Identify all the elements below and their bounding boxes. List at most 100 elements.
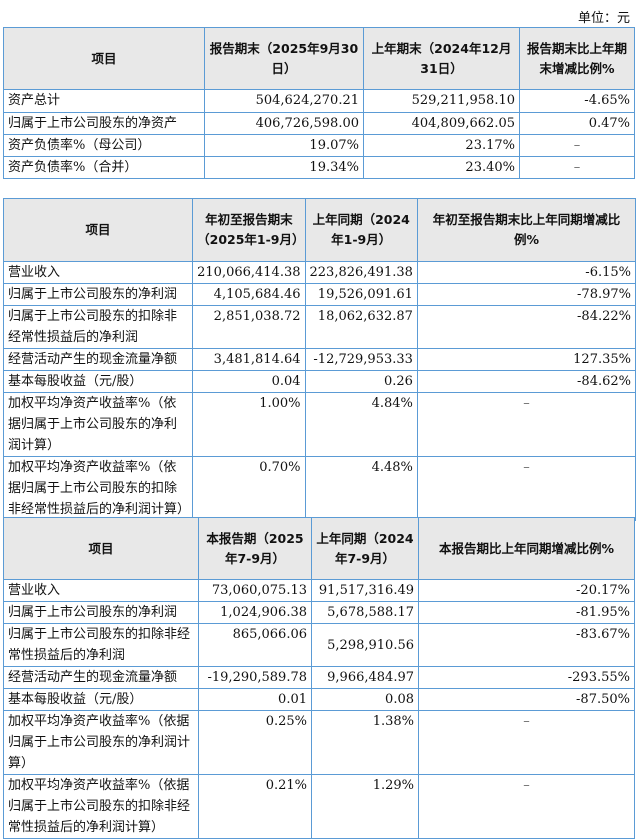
cell-value: -20.17% (418, 579, 635, 602)
cell-value: -19,290,589.78 (198, 666, 312, 689)
cell-value: 1,024,906.38 (198, 601, 312, 624)
table-row: 营业收入 73,060,075.13 91,517,316.49 -20.17% (3, 579, 635, 602)
row-label: 基本每股收益（元/股） (2, 370, 194, 393)
column-header: 上年同期（2024年7-9月） (311, 517, 419, 580)
cell-value: – (418, 774, 635, 839)
financial-table-2: 项目 年初至报告期末（2025年1-9月） 上年同期（2024年1-9月） 年初至报告… (2, 198, 636, 521)
column-header: 项目 (2, 198, 194, 262)
cell-value: 0.08 (311, 688, 419, 711)
cell-value: 504,624,270.21 (204, 89, 364, 113)
cell-value: 406,726,598.00 (204, 112, 364, 135)
cell-value: 223,826,491.38 (304, 261, 418, 284)
row-label: 经营活动产生的现金流量净额 (2, 348, 194, 371)
unit-label: 单位：元 (577, 11, 630, 26)
cell-value: 23.17% (363, 134, 520, 157)
cell-value: 0.26 (304, 370, 418, 393)
row-label: 归属于上市公司股东的净利润 (2, 283, 194, 306)
cell-value: 0.70% (192, 456, 306, 521)
cell-value: 2,851,038.72 (192, 305, 306, 349)
table-row: 归属于上市公司股东的净利润 4,105,684.46 19,526,091.61 -7… (2, 283, 636, 306)
row-label: 归属于上市公司股东的净利润 (3, 601, 199, 624)
cell-value: – (519, 134, 635, 157)
column-header: 本报告期（2025年7-9月） (198, 517, 312, 580)
cell-value: -84.22% (416, 305, 636, 349)
cell-value: -12,729,953.33 (304, 348, 418, 371)
cell-value: 91,517,316.49 (311, 579, 419, 602)
cell-value: 865,066.06 (198, 623, 312, 667)
table-row: 加权平均净资产收益率%（依据归属于上市公司股东的净利润计算） 0.25% 1.38%… (3, 710, 635, 775)
row-label: 营业收入 (2, 261, 194, 284)
column-header: 本报告期比上年同期增减比例% (418, 517, 635, 580)
cell-value: -81.95% (418, 601, 635, 624)
cell-value: 23.40% (363, 156, 520, 179)
cell-value: 18,062,632.87 (304, 305, 418, 349)
cell-value: 0.04 (192, 370, 306, 393)
cell-value: 404,809,662.05 (363, 112, 520, 135)
row-label: 基本每股收益（元/股） (3, 688, 199, 711)
column-header: 项目 (3, 517, 199, 580)
table-row: 归属于上市公司股东的扣除非经常性损益后的净利润 2,851,038.72 18,06… (2, 305, 636, 349)
table-header-row: 项目 本报告期（2025年7-9月） 上年同期（2024年7-9月） 本报告期比上年同… (3, 517, 635, 580)
cell-value: 4.48% (304, 456, 418, 521)
cell-value: 5,678,588.17 (311, 601, 419, 624)
cell-value: 19.07% (204, 134, 364, 157)
cell-value: – (416, 392, 636, 457)
row-label: 资产总计 (3, 89, 205, 113)
cell-value: 1.29% (311, 774, 419, 839)
table-row: 加权平均净资产收益率%（依据归属于上市公司股东的扣除非经常性损益后的净利润计算）… (2, 456, 636, 521)
cell-value: 1.38% (311, 710, 419, 775)
cell-value: 0.25% (198, 710, 312, 775)
financial-table-3: 项目 本报告期（2025年7-9月） 上年同期（2024年7-9月） 本报告期比上年同… (3, 517, 635, 839)
cell-value: 3,481,814.64 (192, 348, 306, 371)
table-header-row: 项目 年初至报告期末（2025年1-9月） 上年同期（2024年1-9月） 年初至报告… (2, 198, 636, 262)
table-row: 归属于上市公司股东的扣除非经常性损益后的净利润 865,066.06 5,298,9… (3, 623, 635, 667)
column-header: 报告期末比上年期末增减比例% (519, 27, 635, 90)
table-row: 资产总计 504,624,270.21 529,211,958.10 -4.65% (3, 89, 635, 113)
row-label: 加权平均净资产收益率%（依据归属于上市公司股东的扣除非经常性损益后的净利润计算） (3, 774, 199, 839)
cell-value: -6.15% (416, 261, 636, 284)
column-header: 报告期末（2025年9月30日） (204, 27, 364, 90)
cell-value: -4.65% (519, 89, 635, 113)
table-row: 资产负债率%（母公司） 19.07% 23.17% – (3, 134, 635, 157)
table-row: 基本每股收益（元/股） 0.04 0.26 -84.62% (2, 370, 636, 393)
cell-value: 529,211,958.10 (363, 89, 520, 113)
table-row: 归属于上市公司股东的净利润 1,024,906.38 5,678,588.17 -81… (3, 601, 635, 624)
table-row: 营业收入 210,066,414.38 223,826,491.38 -6.15% (2, 261, 636, 284)
cell-value: 127.35% (416, 348, 636, 371)
financial-table-1: 项目 报告期末（2025年9月30日） 上年期末（2024年12月31日） 报告期末比… (3, 27, 635, 179)
cell-value: -87.50% (418, 688, 635, 711)
row-label: 加权平均净资产收益率%（依据归属于上市公司股东的净利润计算） (2, 392, 194, 457)
table-row: 经营活动产生的现金流量净额 3,481,814.64 -12,729,953.33 1… (2, 348, 636, 371)
cell-value: 0.01 (198, 688, 312, 711)
row-label: 资产负债率%（母公司） (3, 134, 205, 157)
cell-value: 9,966,484.97 (311, 666, 419, 689)
cell-value: 4.84% (304, 392, 418, 457)
cell-value: 1.00% (192, 392, 306, 457)
column-header: 年初至报告期末比上年同期增减比例% (416, 198, 636, 262)
cell-value: 73,060,075.13 (198, 579, 312, 602)
cell-value: 19.34% (204, 156, 364, 179)
table-row: 加权平均净资产收益率%（依据归属于上市公司股东的扣除非经常性损益后的净利润计算）… (3, 774, 635, 839)
column-header: 项目 (3, 27, 205, 90)
table-header-row: 项目 报告期末（2025年9月30日） 上年期末（2024年12月31日） 报告期末比… (3, 27, 635, 90)
row-label: 营业收入 (3, 579, 199, 602)
cell-value: – (416, 456, 636, 521)
cell-value: -78.97% (416, 283, 636, 306)
row-label: 资产负债率%（合并） (3, 156, 205, 179)
table-row: 资产负债率%（合并） 19.34% 23.40% – (3, 156, 635, 179)
row-label: 归属于上市公司股东的净资产 (3, 112, 205, 135)
table-row: 加权平均净资产收益率%（依据归属于上市公司股东的净利润计算） 1.00% 4.84%… (2, 392, 636, 457)
cell-value: 5,298,910.56 (311, 623, 419, 667)
column-header: 年初至报告期末（2025年1-9月） (192, 198, 306, 262)
cell-value: 210,066,414.38 (192, 261, 306, 284)
table-row: 基本每股收益（元/股） 0.01 0.08 -87.50% (3, 688, 635, 711)
row-label: 加权平均净资产收益率%（依据归属于上市公司股东的净利润计算） (3, 710, 199, 775)
cell-value: 4,105,684.46 (192, 283, 306, 306)
column-header: 上年期末（2024年12月31日） (363, 27, 520, 90)
column-header: 上年同期（2024年1-9月） (304, 198, 418, 262)
cell-value: 0.21% (198, 774, 312, 839)
cell-value: 19,526,091.61 (304, 283, 418, 306)
row-label: 加权平均净资产收益率%（依据归属于上市公司股东的扣除非经常性损益后的净利润计算） (2, 456, 194, 521)
row-label: 归属于上市公司股东的扣除非经常性损益后的净利润 (3, 623, 199, 667)
cell-value: -83.67% (418, 623, 635, 667)
